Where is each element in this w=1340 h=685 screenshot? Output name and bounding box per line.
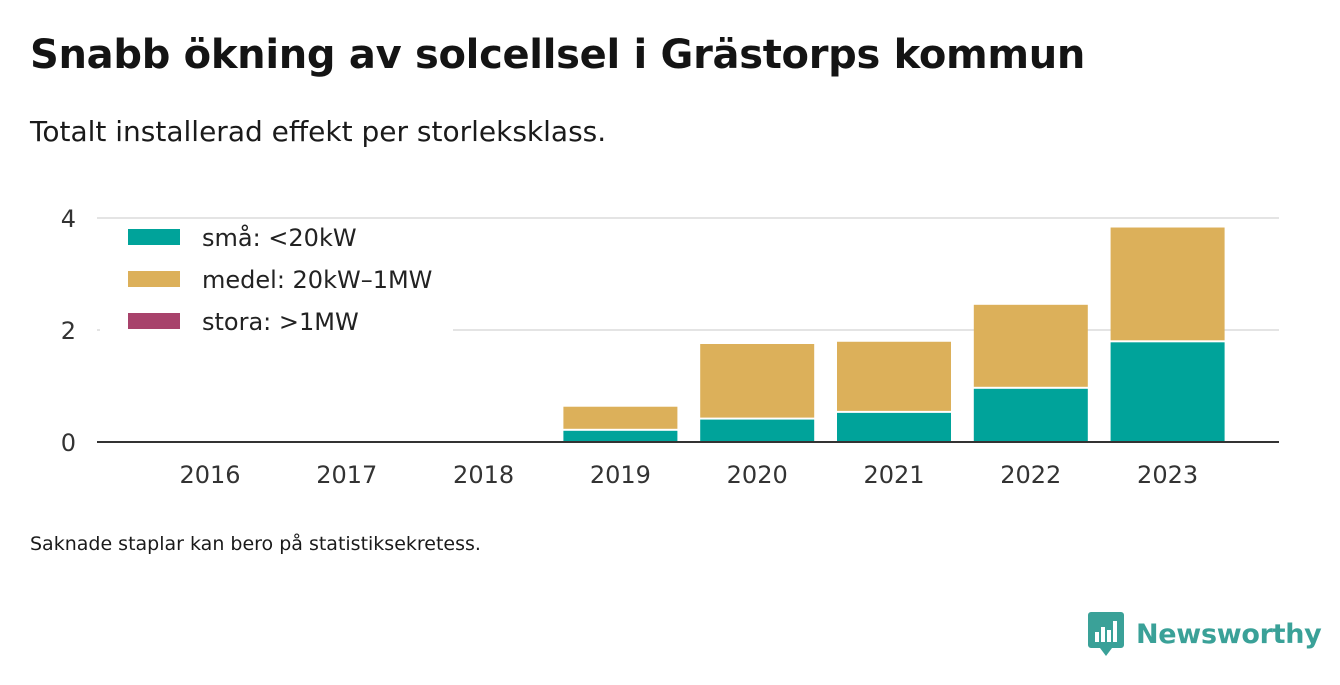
x-tick-label-2018: 2018 (453, 461, 514, 489)
x-tick-label-2019: 2019 (590, 461, 651, 489)
legend-swatch-1 (128, 271, 180, 287)
newsworthy-icon (1088, 612, 1124, 656)
bar-2022-series-1 (973, 304, 1088, 387)
newsworthy-logo[interactable]: Newsworthy (1088, 610, 1322, 658)
bar-2021-series-0 (837, 412, 951, 442)
y-tick-label-1: 2 (61, 317, 76, 345)
y-tick-label-2: 4 (61, 205, 76, 233)
x-tick-label-2017: 2017 (316, 461, 377, 489)
y-tick-label-0: 0 (61, 429, 76, 457)
legend-label-0: små: <20kW (202, 223, 357, 252)
bar-2023-series-1 (1110, 227, 1225, 341)
legend-swatch-0 (128, 229, 180, 245)
legend: små: <20kW medel: 20kW–1MW stora: >1MW (100, 220, 453, 338)
y-axis-tick-labels: 0 2 4 (61, 205, 76, 457)
x-tick-label-2021: 2021 (863, 461, 924, 489)
bar-2023-series-0 (1110, 342, 1225, 442)
bars (563, 227, 1225, 442)
footnote: Saknade staplar kan bero på statistiksek… (30, 533, 481, 555)
chart-subtitle: Totalt installerad effekt per storlekskl… (30, 115, 607, 148)
chart-title: Snabb ökning av solcellsel i Grästorps k… (30, 32, 1086, 78)
bar-2020-series-0 (700, 419, 815, 442)
bar-2021-series-1 (837, 341, 951, 411)
brand-name: Newsworthy (1136, 618, 1322, 650)
bar-2020-series-1 (700, 344, 815, 418)
bar-2019-series-1 (563, 406, 678, 429)
x-tick-label-2023: 2023 (1137, 461, 1198, 489)
stacked-bar-chart: 0 2 4 2016 2017 2018 2019 2020 2021 2022 2023 små… (61, 205, 1279, 489)
legend-label-1: medel: 20kW–1MW (202, 266, 432, 294)
bar-2019-series-0 (563, 430, 678, 442)
x-axis-tick-labels: 2016 2017 2018 2019 2020 2021 2022 2023 (179, 461, 1198, 489)
x-tick-label-2016: 2016 (179, 461, 240, 489)
legend-label-2: stora: >1MW (202, 308, 359, 336)
x-tick-label-2022: 2022 (1000, 461, 1061, 489)
x-tick-label-2020: 2020 (727, 461, 788, 489)
bar-2022-series-0 (973, 388, 1088, 442)
legend-swatch-2 (128, 313, 180, 329)
